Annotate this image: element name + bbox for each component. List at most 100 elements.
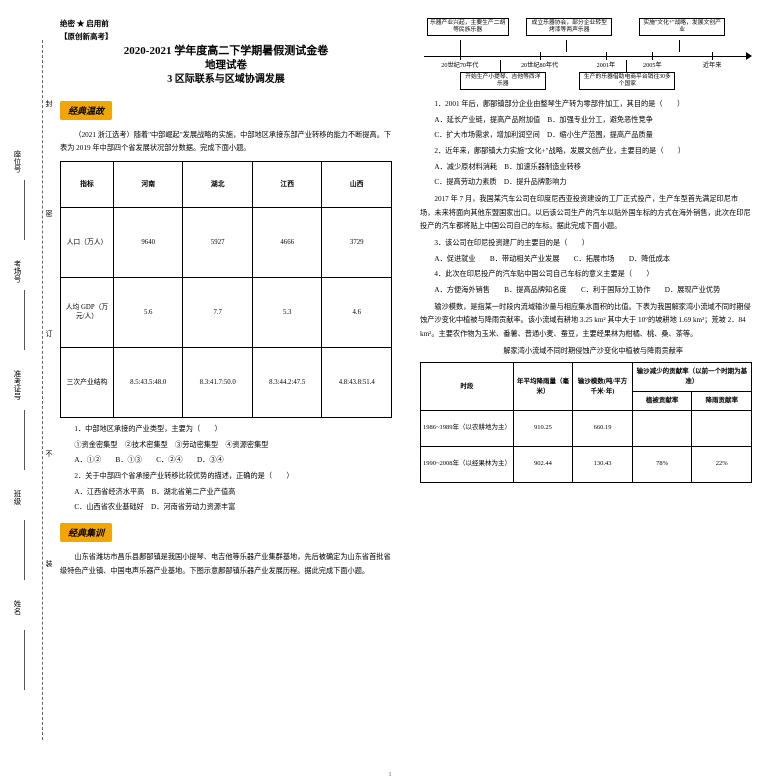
th: 江西	[252, 161, 322, 207]
td: 5927	[183, 207, 253, 277]
td: 4666	[252, 207, 322, 277]
tick	[652, 52, 653, 60]
rq1b: C．扩大市场需求，增加利润空间 D．缩小生产范围，提高产品质量	[420, 129, 752, 143]
conn	[500, 60, 501, 72]
binding-dashline	[42, 40, 43, 740]
timeline-box: 成立乐器协会，部分企业转型烤漆等两声乐器	[526, 18, 612, 36]
rq2: 2．近年来，鄌郚镇大力实施"文化+"战略，发展文创产业，主要目的是（ ）	[420, 145, 752, 159]
q1: 1．中部地区承接的产业类型，主要为（ ）	[60, 423, 392, 437]
right-column: 20世纪70年代 20世纪80年代 2001年 2005年 近年来 乐器产业兴起…	[420, 18, 752, 581]
th: 山西	[322, 161, 392, 207]
rq3a: A．促进就业 B．带动相关产业发展 C．拓展市场 D．降低成本	[420, 253, 752, 267]
table-row: 1986~1989年（以农耕地为主） 910.25 660.19	[421, 410, 752, 446]
left-column: 绝密 ★ 启用前 【原创新高考】 2020-2021 学年度高二下学期暑假测试金…	[60, 18, 392, 581]
td: 5.6	[113, 277, 183, 347]
binding-field: 班级	[12, 490, 23, 505]
binding-lbl: 装	[44, 560, 54, 571]
th: 时段	[421, 363, 514, 410]
td: 130.43	[573, 446, 633, 482]
title-sec: 3 区际联系与区域协调发展	[60, 73, 392, 87]
binding-underline	[24, 290, 25, 350]
title-block: 2020-2021 学年度高二下学期暑假测试金卷 地理试卷 3 区际联系与区域协…	[60, 44, 392, 87]
secret-note: 绝密 ★ 启用前	[60, 18, 392, 29]
th: 年平均降雨量（毫米）	[513, 363, 573, 410]
td: 人均 GDP（万元/人）	[61, 277, 114, 347]
td: 8.3:44.2:47.5	[252, 347, 322, 417]
tlabel: 20世纪70年代	[441, 60, 478, 69]
q2b: C．山西省农业基础好 D．河南省劳动力资源丰富	[60, 501, 392, 515]
rq2b: C．提高劳动力素质 D．提升品牌影响力	[420, 176, 752, 190]
binding-lbl: 密	[44, 210, 54, 221]
binding-lbl: 封	[44, 100, 54, 111]
th: 输沙模数(吨/平方千米·年)	[573, 363, 633, 410]
tlabel: 近年来	[703, 60, 722, 69]
binding-underline	[24, 180, 25, 240]
q1-abcd: A．①② B．①③ C．②④ D．③④	[60, 454, 392, 468]
tick	[712, 52, 713, 60]
binding-field: 姓名	[12, 600, 23, 615]
td: 7.7	[183, 277, 253, 347]
th: 降雨贡献率	[692, 391, 752, 410]
intro-para: （2021 浙江选考）随着"中部崛起"发展战略的实施，中部地区承接东部产业转移的…	[60, 129, 392, 156]
tick	[540, 52, 541, 60]
table-caption: 解家湾小流域不同时期侵蚀产沙变化中植被与降雨贡献率	[420, 345, 752, 359]
table-row: 指标 河南 湖北 江西 山西	[61, 161, 392, 207]
table-row: 人均 GDP（万元/人） 5.6 7.7 5.3 4.6	[61, 277, 392, 347]
td: 人口（万人）	[61, 207, 114, 277]
table-row: 时段 年平均降雨量（毫米） 输沙模数(吨/平方千米·年) 输沙减少的贡献率（以前…	[421, 363, 752, 392]
badge-wengu: 经典温故	[60, 101, 112, 120]
page-container: 绝密 ★ 启用前 【原创新高考】 2020-2021 学年度高二下学期暑假测试金…	[0, 0, 780, 589]
td: 4.6	[322, 277, 392, 347]
conn	[626, 60, 627, 72]
q2: 2．关于中部四个省承接产业转移比较优势的描述，正确的是（ ）	[60, 470, 392, 484]
td	[692, 410, 752, 446]
conn	[460, 40, 461, 52]
tick	[460, 52, 461, 60]
tlabel: 20世纪80年代	[521, 60, 558, 69]
td: 三次产业结构	[61, 347, 114, 417]
td: 4.8:43.8:51.4	[322, 347, 392, 417]
province-table: 指标 河南 湖北 江西 山西 人口（万人） 9640 5927 4666 372…	[60, 161, 392, 418]
conn	[566, 40, 567, 52]
binding-underline	[24, 520, 25, 580]
td	[632, 410, 692, 446]
td: 910.25	[513, 410, 573, 446]
rq4: 4．此次在印尼投产的汽车贴中国公司自己车标的意义主要是（ ）	[420, 268, 752, 282]
td: 9640	[113, 207, 183, 277]
badge-jixun: 经典集训	[60, 523, 112, 542]
timeline-arrow-icon	[746, 52, 752, 60]
tlabel: 2005年	[643, 60, 662, 69]
table-row: 人口（万人） 9640 5927 4666 3729	[61, 207, 392, 277]
binding-lbl: 订	[44, 330, 54, 341]
page-number: 1	[389, 772, 392, 778]
binding-field: 座位号	[12, 150, 23, 173]
para-4: 输沙模数，是指某一时段内流域输沙量与相应集水面积的比值。下表为我国解家湾小流域不…	[420, 301, 752, 342]
conn	[679, 40, 680, 52]
binding-field: 准考证号	[12, 370, 23, 400]
td: 902.44	[513, 446, 573, 482]
tick	[606, 52, 607, 60]
binding-margin: 封 密 订 不 装 座位号 考场号 准考证号 班级 姓名	[10, 40, 50, 740]
rq2a: A．减少原材料消耗 B．加速乐器制造业转移	[420, 161, 752, 175]
title-main: 2020-2021 学年度高二下学期暑假测试金卷	[60, 44, 392, 59]
rq3: 3．该公司在印尼投资建厂的主要目的是（ ）	[420, 237, 752, 251]
binding-underline	[24, 410, 25, 470]
timeline-box: 开始生产小提琴、吉他等西洋乐器	[460, 72, 546, 90]
rq1: 1．2001 年后，鄌郚镇部分企业由整琴生产转为零部件加工，其目的是（ ）	[420, 98, 752, 112]
th: 湖北	[183, 161, 253, 207]
timeline-box: 生产的乐器借助电商平台销往30多个国家	[579, 72, 675, 90]
rq4a: A．方便海外销售 B．提高品牌知名度 C．利于国际分工协作 D．展现产业优势	[420, 284, 752, 298]
td: 8.3:41.7:50.0	[183, 347, 253, 417]
tlabel: 2001年	[597, 60, 616, 69]
timeline-axis	[424, 56, 748, 57]
q2a: A．江西省经济水平高 B．湖北省第二产业产值高	[60, 486, 392, 500]
td: 8.5:43.5:48.0	[113, 347, 183, 417]
rq1a: A．延长产业链，提高产品附加值 B．加强专业分工，避免恶性竞争	[420, 114, 752, 128]
td: 660.19	[573, 410, 633, 446]
td: 78%	[632, 446, 692, 482]
timeline-diagram: 20世纪70年代 20世纪80年代 2001年 2005年 近年来 乐器产业兴起…	[420, 18, 752, 96]
q1-opts: ①资金密集型 ②技术密集型 ③劳动密集型 ④资源密集型	[60, 439, 392, 453]
th: 指标	[61, 161, 114, 207]
title-sub: 地理试卷	[60, 59, 392, 73]
th: 输沙减少的贡献率（以前一个时期为基准）	[632, 363, 751, 392]
